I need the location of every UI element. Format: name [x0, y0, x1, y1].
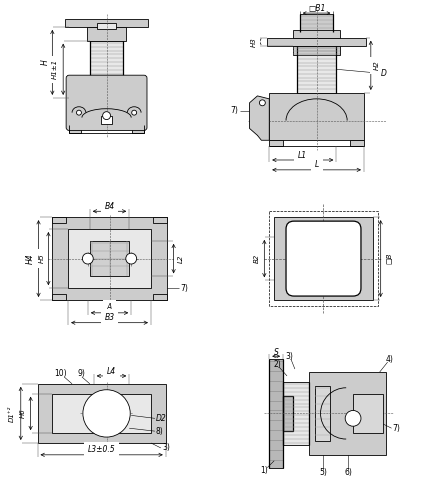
Text: 5): 5): [319, 468, 327, 477]
FancyBboxPatch shape: [66, 75, 147, 130]
Circle shape: [82, 253, 93, 264]
Text: H4: H4: [26, 254, 35, 264]
Bar: [132, 128, 144, 134]
Text: S: S: [274, 348, 279, 357]
Text: B4: B4: [105, 202, 115, 211]
Bar: [269, 140, 283, 146]
Bar: [350, 140, 364, 146]
Text: A: A: [107, 304, 112, 312]
Bar: [293, 46, 340, 56]
Bar: [87, 27, 126, 40]
Text: 4): 4): [386, 354, 394, 364]
Circle shape: [76, 110, 82, 115]
Bar: [53, 217, 66, 223]
Bar: [53, 217, 167, 300]
Bar: [65, 19, 148, 27]
Bar: [300, 14, 333, 32]
Bar: [97, 23, 116, 29]
Bar: [269, 212, 378, 306]
Bar: [90, 241, 129, 276]
Text: H3: H3: [250, 37, 256, 46]
Bar: [153, 217, 167, 223]
Text: 2): 2): [273, 360, 281, 368]
Text: 3): 3): [163, 444, 171, 452]
Bar: [309, 372, 386, 455]
Bar: [267, 38, 366, 46]
Text: L2: L2: [178, 254, 184, 263]
Text: L: L: [315, 160, 319, 170]
Bar: [269, 359, 283, 468]
Bar: [269, 93, 364, 140]
Text: 9): 9): [78, 370, 86, 378]
Text: D: D: [381, 68, 387, 78]
Text: H1±1: H1±1: [52, 59, 58, 80]
Text: L4: L4: [107, 366, 116, 376]
Text: 8): 8): [156, 426, 164, 436]
Circle shape: [126, 253, 137, 264]
Bar: [297, 46, 336, 93]
Bar: [283, 396, 293, 431]
Text: 6): 6): [344, 468, 352, 477]
Text: 1): 1): [260, 466, 268, 475]
Text: H2: H2: [374, 60, 380, 70]
Text: D2: D2: [156, 414, 167, 423]
Text: 10): 10): [54, 370, 66, 378]
Text: B3: B3: [105, 314, 115, 322]
Bar: [315, 386, 330, 441]
Circle shape: [345, 410, 361, 426]
Bar: [153, 294, 167, 300]
Bar: [274, 217, 373, 300]
Text: 3): 3): [285, 352, 293, 360]
Circle shape: [132, 110, 137, 115]
Circle shape: [102, 112, 111, 120]
Text: H: H: [41, 60, 50, 65]
Circle shape: [260, 100, 265, 106]
Bar: [69, 128, 81, 134]
Text: L3±0.5: L3±0.5: [88, 446, 115, 454]
Text: H6: H6: [20, 408, 26, 418]
Bar: [90, 40, 123, 78]
Text: □B: □B: [385, 253, 391, 264]
Circle shape: [83, 390, 130, 437]
Text: 7): 7): [181, 284, 188, 292]
Text: H5: H5: [39, 254, 44, 264]
Bar: [53, 394, 151, 433]
Text: D1⁺²: D1⁺²: [9, 405, 15, 421]
Text: B2: B2: [253, 254, 260, 263]
Text: L1: L1: [298, 150, 307, 160]
Bar: [68, 229, 151, 288]
Text: □B1: □B1: [308, 4, 325, 13]
FancyBboxPatch shape: [286, 221, 361, 296]
Bar: [283, 382, 309, 445]
Text: 7): 7): [230, 106, 238, 115]
Bar: [293, 30, 340, 38]
Text: 7): 7): [392, 424, 401, 432]
Polygon shape: [250, 96, 269, 140]
Bar: [353, 394, 383, 433]
Bar: [53, 294, 66, 300]
Bar: [101, 116, 112, 124]
Bar: [37, 384, 166, 443]
